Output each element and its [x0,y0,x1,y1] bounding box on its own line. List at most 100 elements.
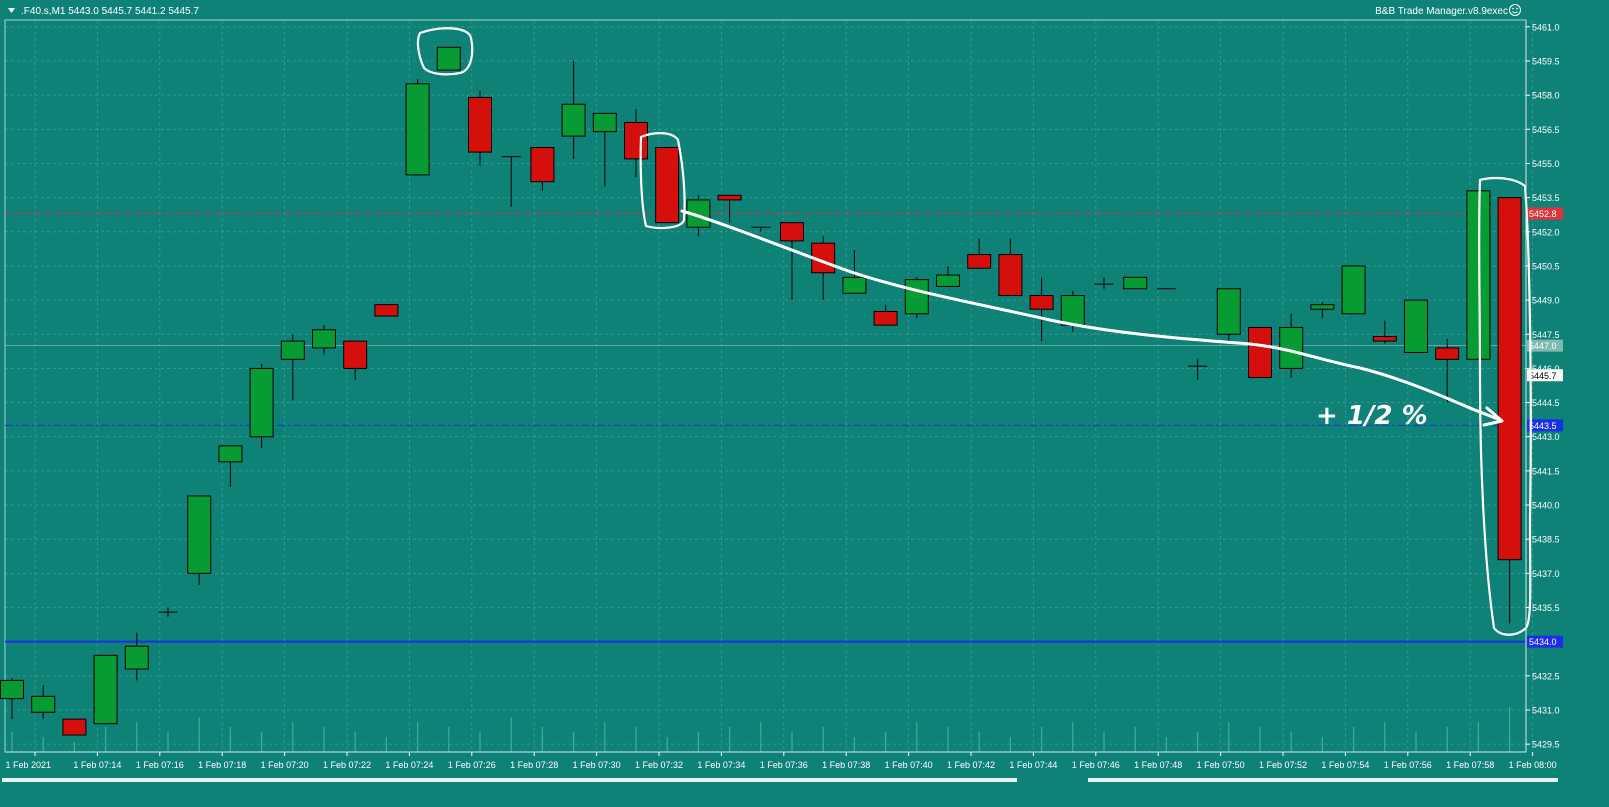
candle[interactable] [1341,265,1366,315]
candle[interactable] [1248,326,1272,379]
candle[interactable] [530,147,555,191]
candle[interactable] [312,325,336,355]
bear-body [1372,336,1397,342]
smiley-icon[interactable] [1509,4,1521,16]
bull-body [187,495,212,574]
candle[interactable] [998,238,1023,297]
price-tick-label: 5459.5 [1532,57,1560,67]
time-tick-label: 1 Feb 07:38 [822,760,870,770]
horizontal-scrollbar[interactable] [2,778,1017,782]
bull-body [93,654,118,725]
candle[interactable] [0,678,24,720]
candle[interactable] [62,718,87,736]
candle[interactable] [1372,320,1397,344]
candle[interactable] [124,632,149,681]
candle[interactable] [249,363,274,449]
blue-dash-level-tag [1527,419,1563,432]
horizontal-levels[interactable]: 5452.8 5447.0 5445.7 5443.5 5434.0 [5,207,1563,648]
bear-body [1435,347,1460,360]
bull-body [1310,304,1335,310]
price-tick-label: 5456.5 [1532,125,1560,135]
candle[interactable] [1060,290,1085,332]
candle[interactable] [280,334,305,401]
candle[interactable] [1029,277,1054,342]
candle[interactable] [751,226,771,232]
bull-body [592,112,617,133]
price-level-tag [1527,369,1563,382]
symbol-info: .F40.s,M1 5443.0 5445.7 5441.2 5445.7 [21,6,199,17]
candle[interactable] [873,304,898,326]
candle[interactable] [1123,276,1148,290]
candle[interactable] [717,194,742,223]
bear-body [1497,197,1522,561]
candle[interactable] [31,684,56,720]
chart-header: .F40.s,M1 5443.0 5445.7 5441.2 5445.7 B&… [8,4,1521,17]
dropdown-triangle-icon[interactable] [8,8,15,13]
annotation-text: + 1/2 % [1316,401,1428,431]
candle[interactable] [592,112,617,187]
bear-body [717,194,742,201]
circle-mark-high [416,27,474,76]
time-tick-label: 1 Feb 07:14 [73,760,121,770]
candle[interactable] [218,445,243,487]
blue-solid-level-tag [1527,635,1563,648]
time-tick-label: 1 Feb 07:36 [760,760,808,770]
candle[interactable] [1216,288,1241,344]
candle[interactable] [780,222,804,301]
time-tick-label: 1 Feb 07:16 [136,760,184,770]
time-tick-label: 1 Feb 07:34 [697,760,745,770]
bear-body [343,340,368,369]
candle[interactable] [1435,338,1460,403]
gray-level-tag [1527,339,1563,352]
candle[interactable] [1404,299,1428,353]
candle[interactable] [405,79,430,176]
candles[interactable] [0,46,1522,736]
candle[interactable] [1188,359,1208,380]
time-tick-label: 1 Feb 07:20 [261,760,309,770]
time-tick-label: 1 Feb 07:18 [198,760,246,770]
time-axis: 1 Feb 2021 1 Feb 07:14 1 Feb 07:16 1 Feb 07… [5,751,1557,770]
bull-body [1279,326,1304,369]
expert-label[interactable]: B&B Trade Manager.v8.9exec [1375,6,1508,17]
time-tick-label: 1 Feb 07:42 [947,760,995,770]
candle[interactable] [1497,197,1522,624]
candle[interactable] [904,277,929,319]
candle[interactable] [436,46,461,71]
candle[interactable] [655,147,680,224]
candle[interactable] [1310,302,1335,319]
candle[interactable] [501,156,521,207]
candle[interactable] [561,61,586,159]
price-tick-label: 5429.5 [1532,740,1560,750]
circle-mark-entry [639,132,686,230]
candle[interactable] [1094,277,1114,289]
bull-body [561,103,586,137]
time-tick-label: 1 Feb 07:56 [1384,760,1432,770]
bear-body [873,310,898,326]
horizontal-scrollbar-right[interactable] [1088,778,1558,782]
candle[interactable] [1279,313,1304,378]
hand-drawn-annotations: + 1/2 % [416,27,1532,636]
time-tick-label: 1 Feb 07:22 [323,760,371,770]
price-tick-label: 5458.0 [1532,91,1560,101]
price-tick-label: 5461.0 [1532,22,1560,32]
candle[interactable] [374,304,399,317]
candle[interactable] [343,340,368,380]
price-tick-label: 5440.0 [1532,501,1560,511]
price-tick-label: 5437.0 [1532,569,1560,579]
bull-body [405,83,430,176]
price-tick-label: 5453.5 [1532,193,1560,203]
volume-bars [11,707,1511,752]
bottom-strip [0,778,1609,802]
bull-body [1060,295,1085,326]
candle[interactable] [468,90,492,166]
bull-body [1341,265,1366,315]
candle[interactable] [967,238,992,269]
candle[interactable] [936,265,960,287]
candle[interactable] [187,495,212,585]
bear-body [1029,295,1054,310]
candle[interactable] [158,607,178,617]
candle[interactable] [93,654,118,725]
price-level-label: 5445.7 [1529,371,1557,381]
